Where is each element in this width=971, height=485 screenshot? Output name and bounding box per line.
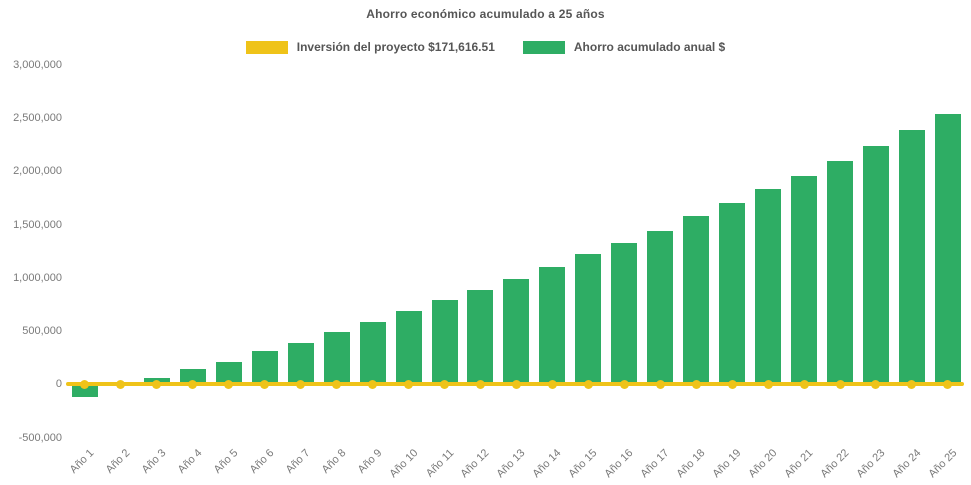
y-axis-tick: 1,500,000 — [13, 218, 62, 231]
bar-año-5 — [215, 361, 242, 385]
investment-line-marker — [763, 379, 773, 389]
investment-line-marker — [511, 379, 521, 389]
investment-line-marker — [224, 379, 234, 389]
bar-año-23 — [862, 145, 889, 385]
legend-item-savings: Ahorro acumulado anual $ — [522, 40, 726, 54]
bar-año-9 — [359, 322, 386, 385]
y-axis-tick: 3,000,000 — [13, 59, 62, 71]
investment-line-marker — [619, 379, 629, 389]
bar-año-15 — [575, 254, 602, 385]
bar-año-20 — [755, 188, 782, 385]
bar-año-1 — [71, 384, 98, 398]
x-axis-tick: Año 1 — [67, 447, 97, 476]
legend-item-investment: Inversión del proyecto $171,616.51 — [245, 40, 495, 54]
investment-line-marker — [440, 379, 450, 389]
bar-año-6 — [251, 351, 278, 385]
investment-line-marker — [835, 379, 845, 389]
y-axis-tick: 2,000,000 — [13, 165, 62, 178]
bar-año-10 — [395, 311, 422, 385]
y-axis-tick: 0 — [55, 378, 62, 391]
investment-line-marker — [368, 379, 378, 389]
y-axis-tick: 1,000,000 — [13, 271, 62, 284]
bar-año-18 — [683, 216, 710, 385]
investment-line-marker — [188, 379, 198, 389]
bar-año-25 — [934, 113, 961, 385]
bar-año-13 — [503, 278, 530, 385]
legend-swatch-savings — [522, 40, 565, 54]
investment-line-marker — [871, 379, 881, 389]
legend: Inversión del proyecto $171,616.51 Ahorr… — [0, 40, 971, 54]
investment-line-marker — [583, 379, 593, 389]
investment-line-marker — [907, 379, 917, 389]
investment-line-marker — [80, 379, 90, 389]
bar-año-11 — [431, 300, 458, 385]
investment-line-marker — [655, 379, 665, 389]
chart-title: Ahorro económico acumulado a 25 años — [366, 7, 605, 21]
bar-año-8 — [323, 332, 350, 385]
investment-line-marker — [691, 379, 701, 389]
investment-line-marker — [727, 379, 737, 389]
bar-año-16 — [611, 242, 638, 385]
investment-line-marker — [296, 379, 306, 389]
investment-line-marker — [547, 379, 557, 389]
investment-line-marker — [152, 379, 162, 389]
bar-año-22 — [827, 160, 854, 385]
legend-swatch-investment — [245, 40, 288, 54]
bar-año-14 — [539, 267, 566, 385]
y-axis-tick: 500,000 — [22, 325, 62, 338]
bar-año-7 — [287, 342, 314, 385]
bar-año-12 — [467, 289, 494, 385]
y-axis-tick: -500,000 — [18, 431, 62, 444]
bar-año-17 — [647, 230, 674, 385]
bar-año-4 — [179, 369, 206, 385]
bar-año-19 — [719, 203, 746, 385]
bar-año-21 — [791, 176, 818, 385]
bar-año-24 — [898, 129, 925, 385]
investment-line-marker — [799, 379, 809, 389]
investment-line-marker — [116, 379, 126, 389]
investment-line-marker — [943, 379, 953, 389]
investment-line-marker — [404, 379, 414, 389]
legend-label-savings: Ahorro acumulado anual $ — [573, 40, 726, 54]
legend-label-investment: Inversión del proyecto $171,616.51 — [296, 40, 495, 54]
y-axis-tick: 2,500,000 — [13, 112, 62, 125]
investment-line-marker — [260, 379, 270, 389]
investment-line-marker — [332, 379, 342, 389]
investment-line-marker — [475, 379, 485, 389]
